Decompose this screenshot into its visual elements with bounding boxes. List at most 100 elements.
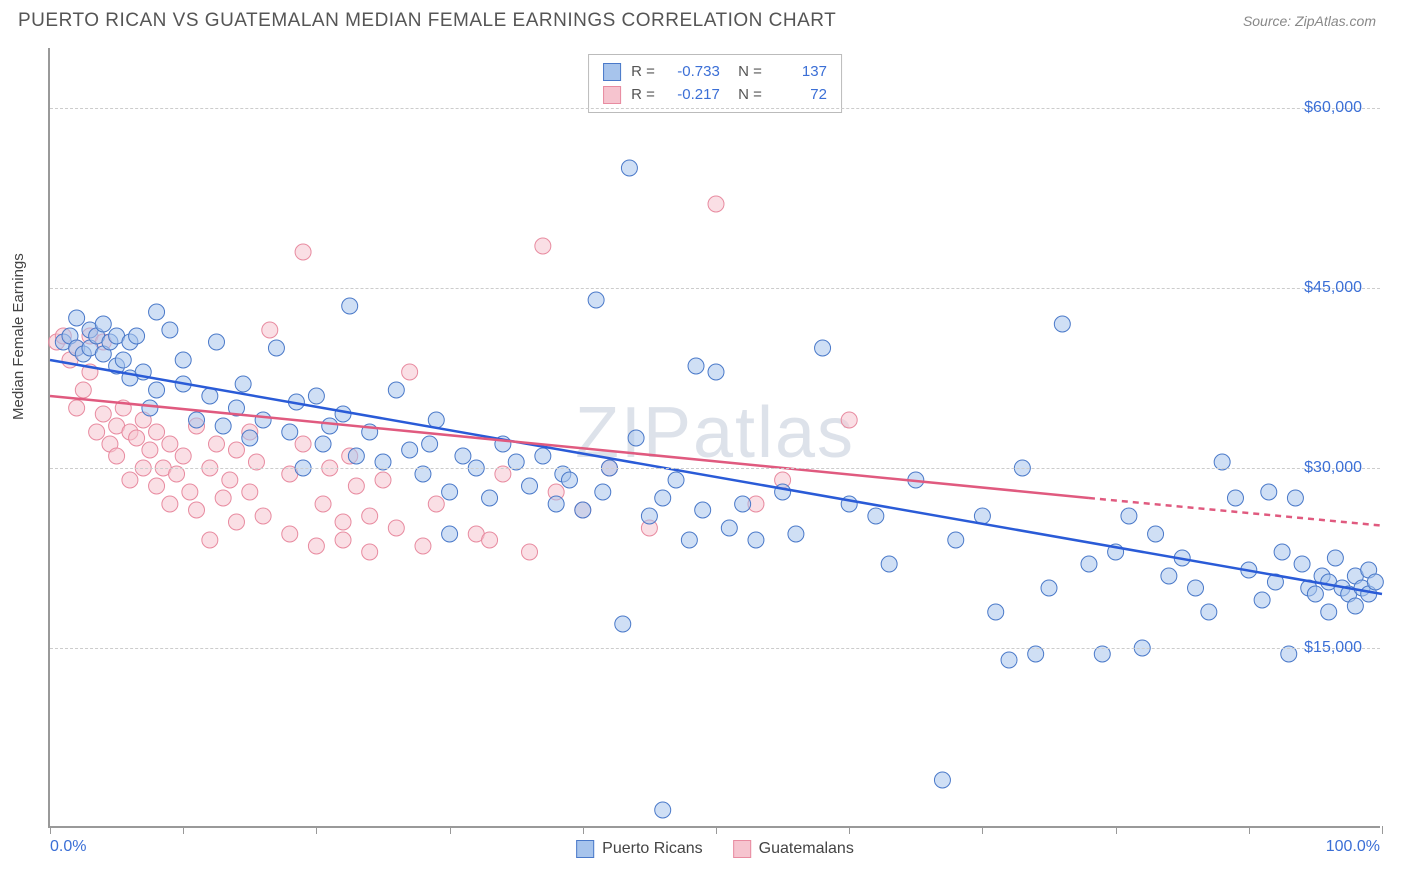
scatter-point [142,400,158,416]
scatter-point [335,532,351,548]
x-tick-mark [50,826,51,834]
scatter-point [1274,544,1290,560]
n-value-1: 137 [772,61,827,84]
scatter-point [315,436,331,452]
scatter-point [348,478,364,494]
scatter-point [122,472,138,488]
scatter-point [162,322,178,338]
scatter-point [162,496,178,512]
x-tick-mark [583,826,584,834]
n-value-2: 72 [772,84,827,107]
scatter-point [1294,556,1310,572]
scatter-point [788,526,804,542]
scatter-point [375,472,391,488]
scatter-point [129,328,145,344]
correlation-row-1: R = -0.733 N = 137 [603,61,827,84]
scatter-point [69,310,85,326]
scatter-point [615,616,631,632]
scatter-point [748,532,764,548]
legend-swatch-icon [576,840,594,858]
scatter-point [1201,604,1217,620]
scatter-point [948,532,964,548]
y-tick-label: $60,000 [1304,99,1362,117]
scatter-point [182,484,198,500]
scatter-point [242,430,258,446]
scatter-point [115,352,131,368]
legend-swatch-icon [733,840,751,858]
scatter-point [228,514,244,530]
scatter-point [1367,574,1383,590]
scatter-point [1148,526,1164,542]
scatter-point [348,448,364,464]
scatter-point [1041,580,1057,596]
scatter-point [402,364,418,380]
scatter-point [242,484,258,500]
r-label: R = [631,61,655,84]
scatter-point [681,532,697,548]
scatter-point [202,388,218,404]
legend-swatch-puerto-ricans [603,63,621,81]
scatter-point [75,382,91,398]
scatter-point [721,520,737,536]
scatter-point [69,400,85,416]
scatter-point [262,322,278,338]
scatter-point [1001,652,1017,668]
legend-label: Guatemalans [759,840,854,858]
scatter-point [1327,550,1343,566]
scatter-point [841,412,857,428]
scatter-point [1188,580,1204,596]
scatter-point [335,514,351,530]
scatter-point [868,508,884,524]
grid-line [50,648,1380,649]
scatter-point [595,484,611,500]
scatter-point [695,502,711,518]
chart-title: PUERTO RICAN VS GUATEMALAN MEDIAN FEMALE… [18,10,836,32]
legend-swatch-guatemalans [603,86,621,104]
scatter-point [1307,586,1323,602]
scatter-point [655,490,671,506]
scatter-point [1261,484,1277,500]
scatter-point [708,364,724,380]
scatter-point [129,430,145,446]
scatter-point [455,448,471,464]
scatter-point [561,472,577,488]
x-tick-mark [1382,826,1383,834]
scatter-point [235,376,251,392]
x-tick-mark [183,826,184,834]
r-value-2: -0.217 [665,84,720,107]
scatter-point [282,424,298,440]
scatter-point [175,448,191,464]
chart-container: PUERTO RICAN VS GUATEMALAN MEDIAN FEMALE… [0,0,1406,892]
scatter-point [222,472,238,488]
y-tick-label: $45,000 [1304,279,1362,297]
n-label: N = [730,61,762,84]
scatter-point [142,442,158,458]
scatter-point [422,436,438,452]
scatter-point [295,436,311,452]
scatter-point [1161,568,1177,584]
scatter-point [442,526,458,542]
scatter-point [628,430,644,446]
scatter-point [482,490,498,506]
scatter-point [1347,598,1363,614]
scatter-point [1227,490,1243,506]
scatter-point [988,604,1004,620]
scatter-point [815,340,831,356]
legend-item-puerto-ricans: Puerto Ricans [576,840,703,858]
scatter-point [641,508,657,524]
scatter-point [575,502,591,518]
scatter-point [362,544,378,560]
x-tick-mark [982,826,983,834]
chart-header: PUERTO RICAN VS GUATEMALAN MEDIAN FEMALE… [0,0,1406,32]
scatter-point [535,448,551,464]
scatter-point [209,436,225,452]
scatter-point [109,448,125,464]
scatter-point [388,382,404,398]
y-axis-label: Median Female Earnings [10,253,27,420]
scatter-point [881,556,897,572]
scatter-point [1054,316,1070,332]
correlation-row-2: R = -0.217 N = 72 [603,84,827,107]
scatter-point [95,406,111,422]
scatter-point [522,478,538,494]
scatter-point [535,238,551,254]
